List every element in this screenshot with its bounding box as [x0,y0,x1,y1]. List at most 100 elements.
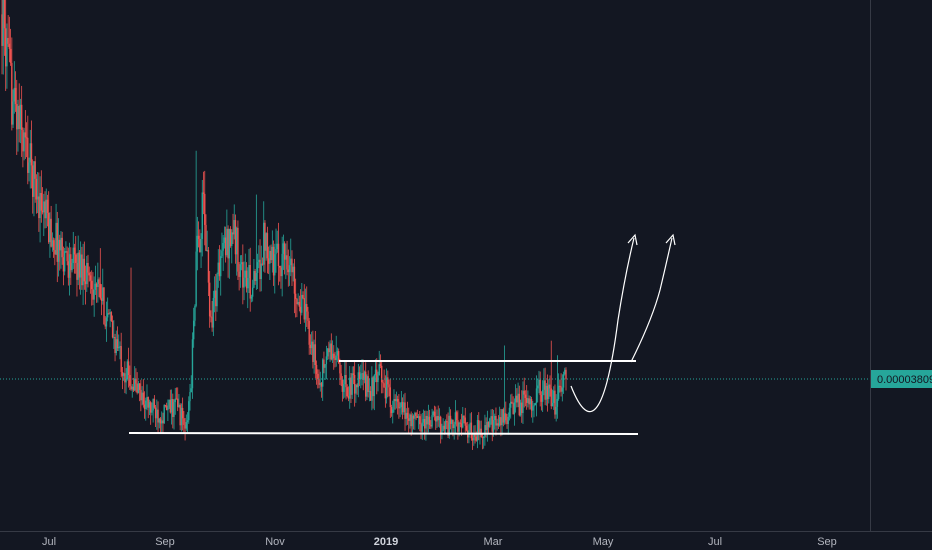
candle-body [137,383,140,393]
candle-body [469,422,471,431]
candle-body [335,355,337,360]
candle-body [207,250,210,283]
candle-body [360,373,362,380]
candle-body [331,353,334,360]
candle-body [201,192,203,239]
candle-body [67,261,70,278]
candle-body [79,254,82,278]
candle-body [154,407,157,419]
candle-body [87,262,89,273]
candle-body [266,233,269,259]
candle-body [228,228,231,259]
candle-body [379,364,382,366]
candle-body [412,415,415,419]
candle-body [291,258,293,273]
candle-body [164,405,167,407]
candle-body [454,412,457,425]
candle-body [191,339,194,389]
candle-body [474,433,476,437]
candle-body [121,371,124,376]
candle-body [514,395,517,403]
candle-body [489,418,491,427]
candle-body [337,351,340,363]
candle-body [147,397,149,408]
candle-body [438,416,441,421]
projection-curve-1[interactable] [570,237,635,413]
candle-body [367,376,369,392]
candle-body [152,398,154,411]
candle-body [258,259,260,263]
candle-body [356,384,358,388]
candle-body [168,399,170,408]
candle-body [120,346,122,372]
candle-body [89,275,92,281]
candle-body [172,399,174,417]
candle-body [320,383,323,387]
candle-body [344,375,346,385]
candle-body [378,364,380,376]
candle-body [496,423,498,426]
candle-body [535,388,538,404]
candle-body [158,418,160,423]
candle-body [503,413,506,423]
candle-body [396,398,399,402]
candle-body [20,104,23,130]
candle-body [428,416,431,426]
candle-body [312,341,314,362]
candle-body [530,399,533,411]
candle-body [538,379,540,386]
candle-body [39,192,41,219]
support-trendline[interactable] [128,432,639,435]
candle-body [342,384,345,392]
candle-body [54,250,56,255]
candle-body [437,416,439,421]
candle-body [47,212,50,243]
candle-body [502,409,505,423]
candle-body [546,385,549,400]
candle-body [301,294,303,313]
candle-body [156,409,158,419]
candle-body [61,237,63,258]
candle-body [186,420,189,423]
candle-body [383,383,385,388]
time-axis[interactable]: Jul Sep Nov 2019 Mar May Jul Sep [42,536,837,548]
candle-body [9,48,12,63]
candle-body [500,417,502,426]
candle-body [270,250,272,261]
drawing-layer[interactable] [128,233,676,435]
candle-body [476,419,479,441]
candle-body [325,356,328,365]
candle-body [280,267,282,277]
candle-body [232,232,234,235]
candle-body [146,397,148,401]
candle-body [458,422,460,432]
candle-body [204,193,206,225]
candle-body [51,240,54,247]
candle-body [254,271,256,282]
x-tick-label: Nov [265,536,285,548]
candle-body [272,246,275,276]
candle-body [561,387,564,392]
candle-body [329,343,331,353]
candle-body [29,143,31,163]
candle-body [62,257,65,272]
candle-body [290,258,292,266]
candle-body [46,199,49,213]
projection-curve-2[interactable] [630,237,673,363]
candle-body [401,402,404,413]
candle-body [264,222,266,251]
candle-body [163,405,165,424]
candle-body [247,277,249,289]
candle-body [57,239,60,262]
candle-body [326,348,329,357]
candle-body [218,262,221,277]
candle-body [239,264,242,277]
candle-body [130,385,132,390]
candle-body [339,362,341,374]
candle-body [44,201,46,219]
candle-body [427,416,430,425]
candle-body [224,237,227,256]
candle-body [517,393,519,403]
candle-body [292,266,294,273]
